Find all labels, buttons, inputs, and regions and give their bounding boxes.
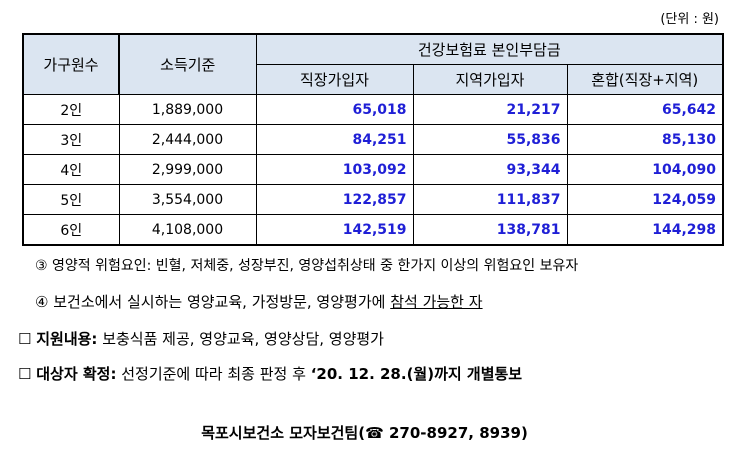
table-row: 3인 2,444,000 84,251 55,836 85,130 <box>22 124 724 155</box>
header-cell: 혼합(직장+지역) <box>566 64 724 95</box>
amount-cell: 103,092 <box>255 154 414 185</box>
header-cell: 건강보험료 본인부담금 <box>255 33 724 65</box>
support-line: ☐ 지원내용: 보충식품 제공, 영양교육, 영양상담, 영양평가 <box>18 330 384 348</box>
header-cell: 지역가입자 <box>412 64 568 95</box>
table-body: 2인 1,889,000 65,018 21,217 65,642 3인 2,444,000… <box>22 94 724 246</box>
table-cell: 3,554,000 <box>118 184 257 215</box>
table-cell: 1,889,000 <box>118 94 257 125</box>
table-cell: 5인 <box>22 184 120 215</box>
table-row: 2인 1,889,000 65,018 21,217 65,642 <box>22 94 724 125</box>
confirm-line: ☐ 대상자 확정: 선정기준에 따라 최종 판정 후 ‘20. 12. 28.(… <box>18 365 523 383</box>
amount-cell: 93,344 <box>412 154 568 185</box>
table-row: 6인 4,108,000 142,519 138,781 144,298 <box>22 214 724 246</box>
support-label: 지원내용: <box>36 330 98 348</box>
table-cell: 2,999,000 <box>118 154 257 185</box>
amount-cell: 65,642 <box>566 94 724 125</box>
header-cell: 소득기준 <box>118 33 257 95</box>
table-row: 5인 3,554,000 122,857 111,837 124,059 <box>22 184 724 215</box>
note: ④ 보건소에서 실시하는 영양교육, 가정방문, 영양평가에 참석 가능한 자 <box>35 291 483 312</box>
amount-cell: 65,018 <box>255 94 414 125</box>
amount-cell: 84,251 <box>255 124 414 155</box>
footer: 목포시보건소 모자보건팀(☎ 270-8927, 8939) <box>201 424 528 442</box>
support-text: 보충식품 제공, 영양교육, 영양상담, 영양평가 <box>102 330 384 348</box>
table-cell: 4인 <box>22 154 120 185</box>
amount-cell: 142,519 <box>255 214 414 246</box>
amount-cell: 104,090 <box>566 154 724 185</box>
header-cell: 가구원수 <box>22 33 120 95</box>
table-cell: 6인 <box>22 214 120 246</box>
amount-cell: 21,217 <box>412 94 568 125</box>
note-text: ④ 보건소에서 실시하는 영양교육, 가정방문, 영양평가에 <box>35 293 386 311</box>
amount-cell: 122,857 <box>255 184 414 215</box>
unit-label: (단위 : 원) <box>660 12 719 27</box>
confirm-text: 선정기준에 따라 최종 판정 후 <box>121 365 306 383</box>
amount-cell: 124,059 <box>566 184 724 215</box>
amount-cell: 85,130 <box>566 124 724 155</box>
amount-cell: 55,836 <box>412 124 568 155</box>
amount-cell: 138,781 <box>412 214 568 246</box>
table-cell: 2,444,000 <box>118 124 257 155</box>
note: ③ 영양적 위험요인: 빈혈, 저체중, 성장부진, 영양섭취상태 중 한가지 … <box>35 258 579 274</box>
table-cell: 3인 <box>22 124 120 155</box>
table-cell: 2인 <box>22 94 120 125</box>
premium-table: 가구원수 소득기준 건강보험료 본인부담금 직장가입자 지역가입자 혼합(직장+… <box>22 33 724 246</box>
header-cell: 직장가입자 <box>255 64 414 95</box>
confirm-bold: ‘20. 12. 28.(월)까지 개별통보 <box>310 365 523 383</box>
amount-cell: 111,837 <box>412 184 568 215</box>
amount-cell: 144,298 <box>566 214 724 246</box>
table-cell: 4,108,000 <box>118 214 257 246</box>
table-row: 4인 2,999,000 103,092 93,344 104,090 <box>22 154 724 185</box>
note-underlined: 참석 가능한 자 <box>390 293 483 311</box>
confirm-label: 대상자 확정: <box>36 365 117 383</box>
